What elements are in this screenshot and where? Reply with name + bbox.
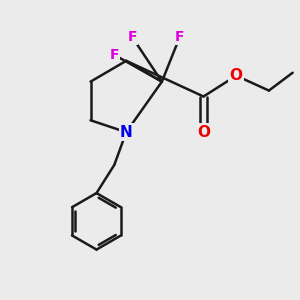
Text: F: F [110, 48, 119, 62]
Text: O: O [197, 125, 210, 140]
Text: F: F [175, 30, 184, 44]
Text: O: O [230, 68, 243, 83]
Text: N: N [120, 125, 133, 140]
Text: F: F [128, 30, 137, 44]
